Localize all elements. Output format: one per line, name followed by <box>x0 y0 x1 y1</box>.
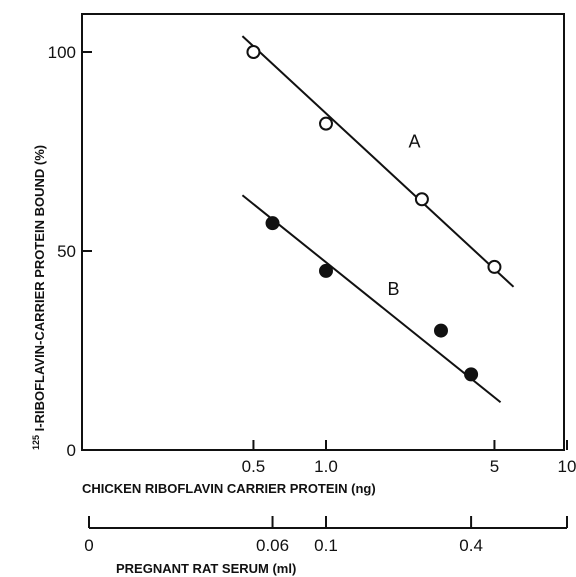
y-tick-label: 0 <box>67 441 76 460</box>
secondary-tick-label: 0.06 <box>256 536 289 555</box>
y-axis-label-text: I-RIBOFLAVIN-CARRIER PROTEIN BOUND (%) <box>32 145 47 431</box>
series-label-b: B <box>388 279 400 299</box>
secondary-axis: 0 0.06 0.1 0.4 <box>84 516 568 555</box>
y-axis-label: 125 I-RIBOFLAVIN-CARRIER PROTEIN BOUND (… <box>27 145 47 450</box>
plot-frame <box>81 13 565 451</box>
x-tick-label: 1.0 <box>314 457 338 476</box>
secondary-tick-label: 0 <box>84 536 93 555</box>
filled-circle-point <box>464 367 479 382</box>
fit-line-a <box>241 35 515 288</box>
x-tick-label: 5 <box>490 457 499 476</box>
x-tick-label: 0.5 <box>242 457 266 476</box>
y-tick-label: 50 <box>57 242 76 261</box>
secondary-axis-label: PREGNANT RAT SERUM (ml) <box>116 561 296 576</box>
fit-line-b <box>241 194 502 404</box>
open-circle-point <box>246 45 261 59</box>
y-axis-label-superscript: 125 <box>31 435 41 450</box>
data-points <box>246 45 502 382</box>
secondary-tick-label: 0.1 <box>314 536 338 555</box>
x-axis-label: CHICKEN RIBOFLAVIN CARRIER PROTEIN (ng) <box>82 481 376 496</box>
open-circle-point <box>414 192 429 207</box>
filled-circle-point <box>433 323 448 338</box>
x-tick-label: 10 <box>558 457 576 476</box>
open-circle-point <box>319 116 333 131</box>
fit-lines <box>241 35 515 404</box>
filled-circle-point <box>265 216 280 231</box>
filled-circle-point <box>319 263 333 278</box>
x-axis-ticks: 0.5 1.0 5 10 <box>242 440 576 476</box>
y-axis-ticks: 0 50 100 <box>48 43 92 460</box>
open-circle-point <box>487 259 502 274</box>
series-labels: AB <box>388 132 421 299</box>
y-tick-label: 100 <box>48 43 76 62</box>
secondary-tick-label: 0.4 <box>459 536 483 555</box>
series-label-a: A <box>409 132 421 152</box>
